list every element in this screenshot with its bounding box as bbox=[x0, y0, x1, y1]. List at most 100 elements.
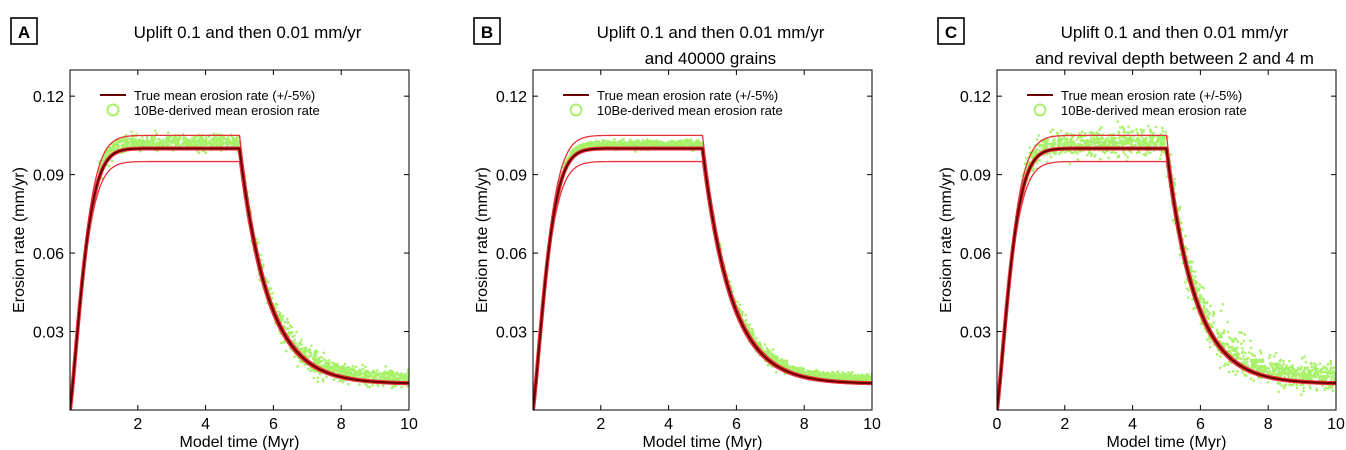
scatter-point bbox=[1112, 142, 1116, 145]
scatter-point bbox=[1122, 127, 1125, 130]
panel-title-line: Uplift 0.1 and then 0.01 mm/yr bbox=[597, 23, 825, 42]
scatter-point bbox=[646, 138, 649, 141]
scatter-point bbox=[1046, 138, 1049, 141]
scatter-point bbox=[1193, 275, 1197, 279]
scatter-point bbox=[792, 365, 796, 369]
scatter-point bbox=[802, 368, 805, 371]
scatter-point bbox=[1249, 339, 1252, 343]
scatter-point bbox=[1146, 150, 1150, 154]
scatter-point bbox=[123, 140, 127, 144]
panel-label: A bbox=[18, 23, 30, 42]
scatter-point bbox=[1210, 324, 1214, 328]
scatter-point bbox=[1330, 386, 1333, 389]
scatter-point bbox=[1186, 296, 1190, 299]
scatter-point bbox=[1219, 309, 1223, 312]
scatter-point bbox=[763, 343, 767, 346]
scatter-point bbox=[309, 351, 312, 355]
x-tick-label: 10 bbox=[863, 416, 881, 433]
scatter-point bbox=[237, 141, 240, 144]
scatter-point bbox=[1257, 367, 1261, 371]
scatter-point bbox=[851, 374, 854, 378]
scatter-point bbox=[391, 385, 395, 389]
scatter-point bbox=[1197, 287, 1201, 290]
scatter-point bbox=[1185, 287, 1189, 291]
scatter-point bbox=[1240, 331, 1244, 334]
scatter-point bbox=[1131, 129, 1135, 133]
scatter-point bbox=[340, 365, 343, 369]
scatter-point bbox=[740, 312, 743, 315]
scatter-point bbox=[1295, 369, 1298, 373]
scatter-point bbox=[1129, 137, 1133, 140]
scatter-point bbox=[819, 371, 822, 375]
scatter-point bbox=[356, 370, 359, 373]
scatter-point bbox=[316, 380, 320, 384]
scatter-point bbox=[1306, 366, 1309, 369]
scatter-point bbox=[175, 140, 179, 143]
scatter-point bbox=[316, 358, 320, 362]
true-rate-line bbox=[533, 147, 872, 410]
scatter-point bbox=[1331, 370, 1335, 373]
scatter-point bbox=[1064, 142, 1067, 146]
scatter-point bbox=[1329, 366, 1333, 370]
scatter-point bbox=[1129, 130, 1133, 134]
scatter-point bbox=[1199, 294, 1202, 298]
scatter-point bbox=[1201, 300, 1205, 304]
scatter-point bbox=[1292, 382, 1295, 386]
scatter-point bbox=[1243, 358, 1247, 361]
scatter-point bbox=[1298, 372, 1301, 375]
scatter-point bbox=[1234, 354, 1237, 357]
scatter-point bbox=[332, 369, 336, 373]
scatter-point bbox=[397, 373, 401, 376]
scatter-point bbox=[1242, 339, 1246, 343]
scatter-point bbox=[1228, 349, 1232, 353]
scatter-point bbox=[1215, 353, 1219, 356]
scatter-point bbox=[1199, 297, 1203, 301]
scatter-point bbox=[308, 354, 312, 358]
scatter-point bbox=[1268, 353, 1272, 357]
scatter-point bbox=[1220, 332, 1224, 335]
scatter-point bbox=[1311, 375, 1315, 378]
scatter-point bbox=[1064, 138, 1068, 141]
scatter-point bbox=[354, 365, 358, 369]
scatter-point bbox=[1123, 141, 1126, 145]
scatter-point bbox=[1127, 142, 1130, 145]
scatter-point bbox=[108, 150, 112, 153]
scatter-point bbox=[119, 140, 122, 144]
scatter-point bbox=[1283, 370, 1286, 373]
scatter-point bbox=[182, 136, 185, 139]
scatter-point bbox=[115, 147, 119, 151]
scatter-point bbox=[628, 142, 632, 146]
scatter-point bbox=[1307, 378, 1311, 381]
scatter-point bbox=[1208, 337, 1211, 340]
scatter-point bbox=[134, 143, 137, 146]
scatter-point bbox=[1261, 358, 1265, 361]
panel-title-line: Uplift 0.1 and then 0.01 mm/yr bbox=[134, 23, 362, 42]
scatter-point bbox=[348, 369, 351, 372]
scatter-point bbox=[290, 331, 293, 334]
scatter-point bbox=[379, 375, 382, 379]
scatter-point bbox=[269, 287, 273, 290]
scatter-point bbox=[1202, 286, 1206, 290]
scatter-point bbox=[1309, 362, 1313, 366]
scatter-point bbox=[795, 369, 799, 373]
scatter-point bbox=[1096, 139, 1100, 143]
scatter-point bbox=[600, 143, 603, 147]
scatter-point bbox=[1258, 358, 1262, 362]
scatter-point bbox=[1169, 153, 1172, 156]
scatter-point bbox=[1142, 152, 1146, 156]
scatter-point bbox=[1280, 384, 1284, 387]
scatter-point bbox=[1252, 379, 1256, 382]
scatter-point bbox=[1144, 136, 1148, 140]
scatter-point bbox=[1243, 333, 1247, 336]
scatter-point bbox=[1298, 376, 1302, 379]
scatter-point bbox=[298, 359, 302, 363]
scatter-point bbox=[137, 140, 140, 143]
scatter-point bbox=[824, 375, 828, 378]
scatter-point bbox=[395, 371, 399, 374]
scatter-point bbox=[1072, 142, 1075, 145]
scatter-point bbox=[1235, 357, 1239, 360]
scatter-point bbox=[1204, 311, 1207, 315]
scatter-point bbox=[1121, 136, 1125, 139]
scatter-point bbox=[400, 385, 403, 389]
scatter-point bbox=[861, 377, 864, 380]
